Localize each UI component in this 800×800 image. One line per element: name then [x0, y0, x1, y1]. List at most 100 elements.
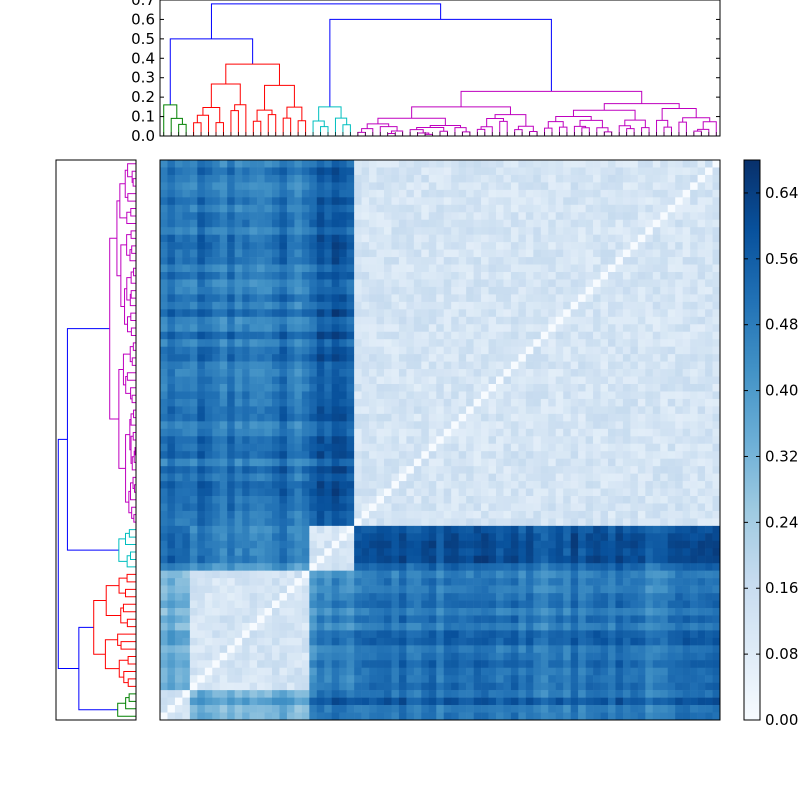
heatmap-cell: [160, 391, 168, 400]
heatmap-cell: [204, 316, 213, 325]
heatmap-cell: [540, 339, 549, 347]
heatmap-cell: [697, 212, 706, 221]
heatmap-cell: [346, 540, 355, 549]
heatmap-cell: [510, 361, 519, 370]
heatmap-cell: [301, 369, 310, 377]
heatmap-cell: [667, 227, 676, 235]
heatmap-cell: [451, 473, 459, 482]
heatmap-cell: [458, 339, 467, 347]
heatmap-cell: [705, 563, 713, 571]
heatmap-cell: [481, 309, 489, 318]
heatmap-cell: [428, 503, 437, 512]
heatmap-cell: [600, 316, 609, 325]
heatmap-cell: [174, 548, 183, 557]
heatmap-cell: [227, 182, 235, 191]
heatmap-cell: [533, 174, 542, 183]
heatmap-cell: [376, 533, 385, 542]
heatmap-cell: [354, 466, 362, 474]
heatmap-cell: [473, 384, 482, 392]
heatmap-cell: [466, 376, 474, 385]
heatmap-cell: [421, 622, 430, 631]
heatmap-cell: [376, 398, 385, 407]
heatmap-cell: [563, 189, 571, 198]
heatmap-cell: [331, 443, 340, 452]
heatmap-cell: [667, 398, 676, 407]
heatmap-cell: [204, 488, 213, 497]
heatmap-cell: [249, 585, 258, 594]
heatmap-cell: [204, 473, 213, 482]
heatmap-cell: [496, 525, 504, 534]
heatmap-cell: [249, 615, 258, 624]
heatmap-cell: [630, 540, 639, 549]
heatmap-cell: [369, 496, 377, 504]
heatmap-cell: [376, 257, 385, 265]
heatmap-cell: [421, 189, 430, 198]
heatmap-cell: [593, 533, 601, 542]
heatmap-cell: [234, 242, 243, 250]
heatmap-cell: [212, 548, 221, 557]
heatmap-cell: [697, 615, 706, 624]
heatmap-cell: [391, 286, 400, 295]
heatmap-cell: [570, 354, 579, 362]
heatmap-cell: [510, 369, 519, 377]
heatmap-cell: [600, 361, 609, 370]
heatmap-cell: [622, 510, 631, 519]
heatmap-cell: [197, 227, 206, 235]
heatmap-cell: [443, 369, 452, 377]
heatmap-cell: [301, 496, 310, 504]
heatmap-cell: [690, 458, 698, 467]
heatmap-cell: [369, 421, 377, 430]
heatmap-cell: [391, 301, 400, 310]
heatmap-cell: [272, 197, 280, 206]
heatmap-cell: [212, 182, 221, 191]
heatmap-cell: [354, 406, 362, 415]
heatmap-cell: [540, 167, 549, 176]
heatmap-cell: [279, 331, 288, 340]
heatmap-cell: [436, 309, 445, 318]
heatmap-cell: [578, 264, 586, 273]
heatmap-cell: [473, 615, 482, 624]
heatmap-cell: [242, 257, 250, 265]
heatmap-cell: [257, 608, 265, 616]
heatmap-cell: [652, 525, 661, 534]
heatmap-cell: [540, 593, 549, 601]
heatmap-cell: [548, 167, 557, 176]
heatmap-cell: [451, 301, 459, 310]
heatmap-cell: [593, 369, 601, 377]
heatmap-cell: [675, 160, 683, 168]
heatmap-cell: [197, 301, 206, 310]
heatmap-cell: [361, 376, 370, 385]
heatmap-cell: [436, 406, 445, 415]
top-dendrogram-link: [603, 103, 680, 111]
heatmap-cell: [443, 361, 452, 370]
heatmap-cell: [428, 272, 437, 280]
heatmap-cell: [286, 339, 295, 347]
heatmap-cell: [458, 391, 467, 400]
heatmap-cell: [242, 331, 250, 340]
left-dendrogram-link: [93, 600, 107, 655]
heatmap-cell: [622, 406, 631, 415]
heatmap-cell: [234, 421, 243, 430]
heatmap-cell: [593, 555, 601, 564]
heatmap-cell: [645, 398, 654, 407]
heatmap-cell: [585, 608, 594, 616]
heatmap-cell: [361, 212, 370, 221]
heatmap-cell: [563, 369, 571, 377]
heatmap-cell: [697, 286, 706, 295]
heatmap-cell: [301, 309, 310, 318]
heatmap-cell: [540, 324, 549, 333]
heatmap-cell: [286, 272, 295, 280]
heatmap-cell: [212, 451, 221, 459]
heatmap-cell: [219, 608, 228, 616]
heatmap-cell: [466, 219, 474, 228]
heatmap-cell: [286, 234, 295, 243]
heatmap-cell: [406, 391, 415, 400]
heatmap-cell: [369, 234, 377, 243]
heatmap-cell: [496, 406, 504, 415]
heatmap-cell: [667, 257, 676, 265]
heatmap-cell: [339, 354, 347, 362]
heatmap-cell: [167, 234, 176, 243]
heatmap-cell: [608, 421, 616, 430]
heatmap-cell: [630, 622, 639, 631]
heatmap-cell: [622, 578, 631, 586]
